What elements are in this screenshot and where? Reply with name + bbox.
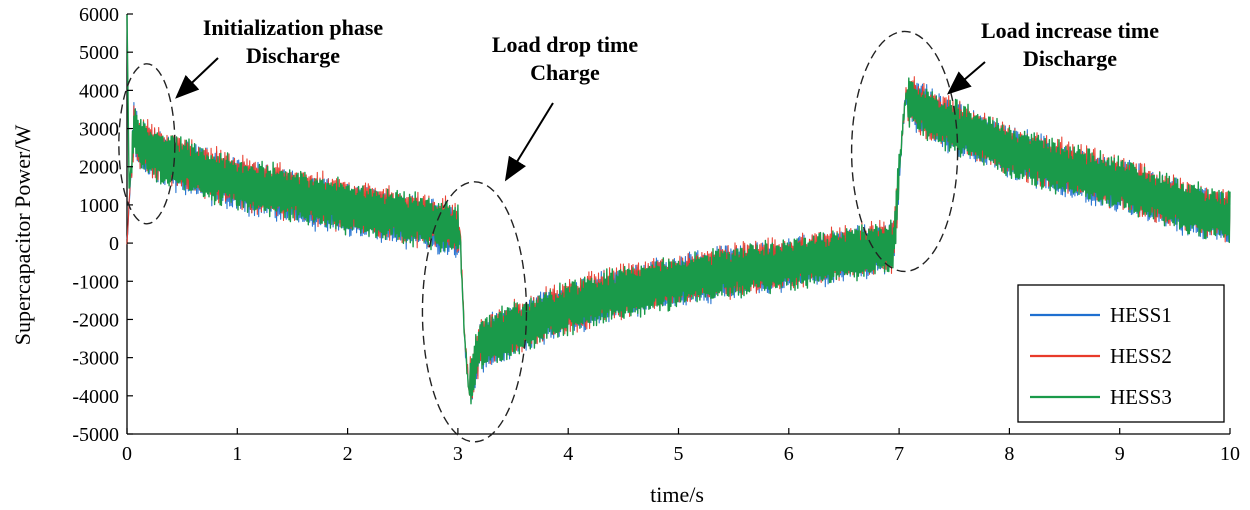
annotation-ellipse <box>421 181 528 443</box>
x-tick-label: 8 <box>1004 443 1014 465</box>
annotation-label: Discharge <box>1023 46 1117 71</box>
annotation-ellipse <box>118 63 176 225</box>
x-tick-label: 2 <box>343 443 353 465</box>
annotation-label: Discharge <box>246 43 340 68</box>
y-tick-label: 5000 <box>79 42 119 64</box>
x-tick-label: 5 <box>674 443 684 465</box>
series-line <box>126 14 1231 405</box>
annotation-arrow <box>175 57 219 99</box>
x-tick-label: 6 <box>784 443 794 465</box>
y-tick-label: -2000 <box>72 309 119 331</box>
x-tick-label: 7 <box>894 443 904 465</box>
series-hess3 <box>126 13 1231 405</box>
y-tick-label: 6000 <box>79 4 119 26</box>
legend-label-hess2: HESS2 <box>1110 344 1172 368</box>
y-tick-label: -5000 <box>72 424 119 446</box>
y-tick-label: 3000 <box>79 119 119 141</box>
y-tick-label: 2000 <box>79 157 119 179</box>
x-tick-label: 1 <box>232 443 242 465</box>
annotations: Initialization phase Discharge Load drop t… <box>118 15 1159 443</box>
annotation-ellipse <box>850 30 959 273</box>
annotation-arrow <box>504 102 554 182</box>
y-axis-ticks: -5000 -4000 -3000 -2000 -1000 0 1000 2000 3000 40… <box>72 4 133 446</box>
legend-box <box>1017 284 1225 423</box>
annotation-label: Load increase time <box>981 18 1159 43</box>
x-tick-label: 0 <box>122 443 132 465</box>
annotation-arrow <box>946 61 986 95</box>
y-tick-label: 1000 <box>79 195 119 217</box>
annotation-label: Charge <box>530 60 600 85</box>
x-tick-label: 4 <box>563 443 573 465</box>
legend-label-hess3: HESS3 <box>1110 385 1172 409</box>
legend-label-hess1: HESS1 <box>1110 303 1172 327</box>
y-axis-label: Supercapacitor Power/W <box>10 125 35 346</box>
y-tick-label: 0 <box>109 233 119 255</box>
x-tick-label: 3 <box>453 443 463 465</box>
legend: HESS1 HESS2 HESS3 <box>1017 284 1225 423</box>
y-tick-label: 4000 <box>79 80 119 102</box>
plot-area <box>126 13 1231 435</box>
x-tick-label: 9 <box>1115 443 1125 465</box>
x-axis-ticks: 0 1 2 3 4 5 6 7 8 9 10 <box>122 428 1240 465</box>
y-tick-label: -3000 <box>72 348 119 370</box>
annotation-label: Initialization phase <box>203 15 384 40</box>
annotation-label: Load drop time <box>492 32 639 57</box>
y-tick-label: -1000 <box>72 271 119 293</box>
x-tick-label: 10 <box>1220 443 1240 465</box>
y-tick-label: -4000 <box>72 386 119 408</box>
x-axis-label: time/s <box>650 482 704 507</box>
